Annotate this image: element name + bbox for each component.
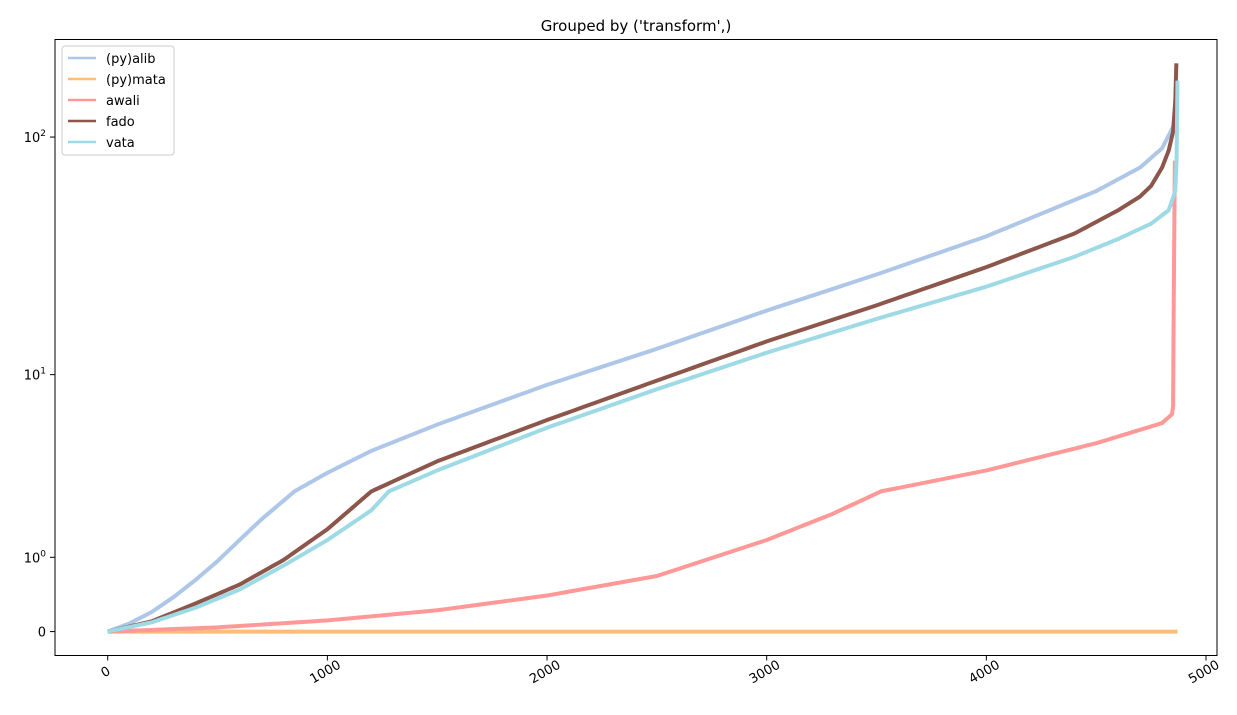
series-line-py-alib xyxy=(107,93,1180,634)
y-tick-label: 101 xyxy=(24,367,46,384)
legend-label: fado xyxy=(106,115,135,130)
y-tick-label: 100 xyxy=(24,549,47,566)
series-line-awali xyxy=(107,160,1177,634)
y-tick-label: 102 xyxy=(24,129,46,146)
series-line-fado xyxy=(107,63,1179,634)
legend-label: awali xyxy=(106,94,140,109)
legend-label: (py)mata xyxy=(106,73,166,88)
plot-frame xyxy=(54,39,1218,656)
series-line-vata xyxy=(107,80,1180,634)
legend-box xyxy=(61,45,175,156)
y-tick-label: 0 xyxy=(38,626,46,641)
legend: (py)alib (py)mata awali fado vata xyxy=(61,45,175,156)
y-axis: 0 100 101 102 xyxy=(24,129,55,641)
series-lines xyxy=(107,63,1180,634)
chart-title: Grouped by ('transform',) xyxy=(541,17,732,35)
legend-label: vata xyxy=(106,136,135,151)
legend-label: (py)alib xyxy=(106,52,156,67)
